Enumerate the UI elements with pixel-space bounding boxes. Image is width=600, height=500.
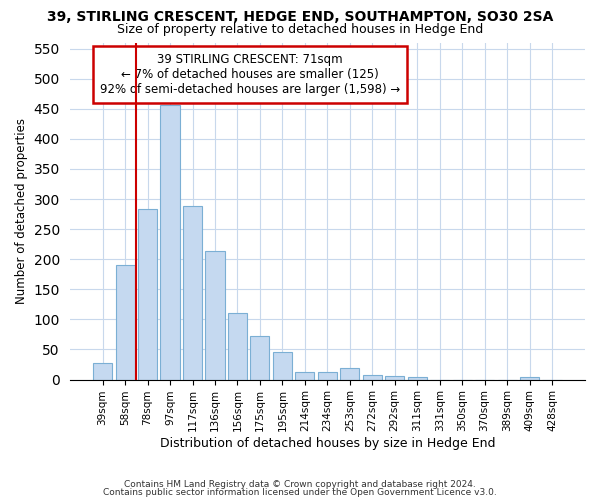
Bar	[385, 376, 404, 380]
Bar	[520, 376, 539, 380]
Bar	[183, 206, 202, 380]
Text: 39 STIRLING CRESCENT: 71sqm
← 7% of detached houses are smaller (125)
92% of sem: 39 STIRLING CRESCENT: 71sqm ← 7% of deta…	[100, 52, 400, 96]
Bar	[295, 372, 314, 380]
Bar	[407, 376, 427, 380]
Text: Contains HM Land Registry data © Crown copyright and database right 2024.: Contains HM Land Registry data © Crown c…	[124, 480, 476, 489]
Bar	[116, 264, 134, 380]
Bar	[250, 336, 269, 380]
Bar	[318, 372, 337, 380]
Bar	[228, 314, 247, 380]
Bar	[160, 104, 179, 380]
Bar	[138, 208, 157, 380]
Text: 39, STIRLING CRESCENT, HEDGE END, SOUTHAMPTON, SO30 2SA: 39, STIRLING CRESCENT, HEDGE END, SOUTHA…	[47, 10, 553, 24]
Bar	[205, 252, 224, 380]
Bar	[340, 368, 359, 380]
Bar	[93, 362, 112, 380]
Y-axis label: Number of detached properties: Number of detached properties	[15, 118, 28, 304]
Text: Contains public sector information licensed under the Open Government Licence v3: Contains public sector information licen…	[103, 488, 497, 497]
X-axis label: Distribution of detached houses by size in Hedge End: Distribution of detached houses by size …	[160, 437, 495, 450]
Bar	[273, 352, 292, 380]
Text: Size of property relative to detached houses in Hedge End: Size of property relative to detached ho…	[117, 22, 483, 36]
Bar	[363, 375, 382, 380]
